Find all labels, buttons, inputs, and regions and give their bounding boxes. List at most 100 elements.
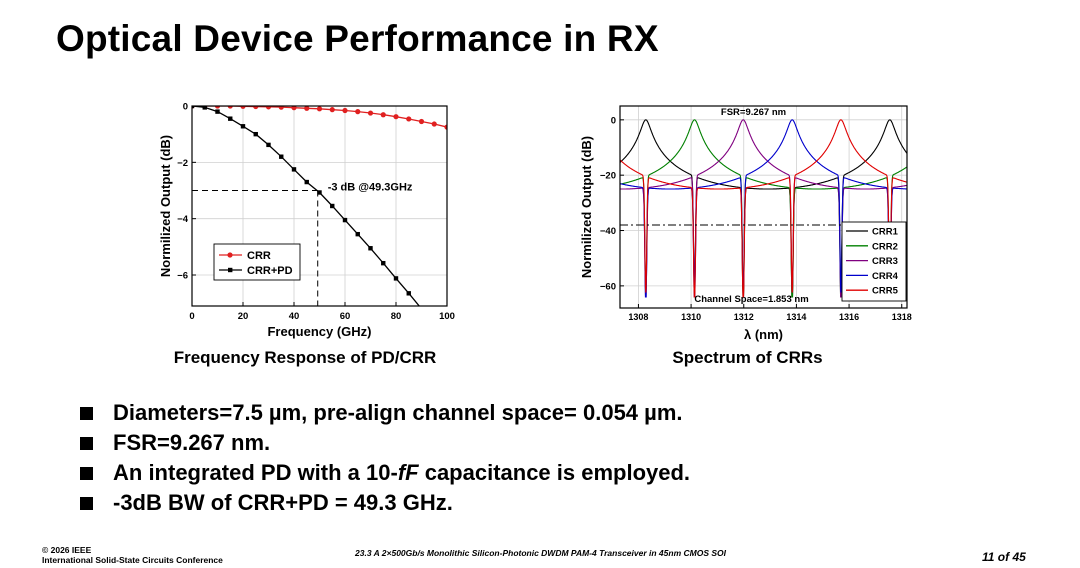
series-line-crr4: [620, 119, 907, 298]
bullet-list: Diameters=7.5 µm, pre-align channel spac…: [80, 398, 690, 518]
legend-marker: [228, 267, 233, 273]
bullet-text-pre: FSR=9.267 nm.: [113, 430, 271, 455]
data-point-crr-pd: [202, 106, 207, 110]
data-point-crr: [380, 112, 386, 118]
footer-page-number: 11 of 45: [982, 550, 1026, 564]
legend-label: CRR5: [872, 286, 899, 297]
data-point-crr-pd: [192, 106, 195, 109]
legend-label: CRR+PD: [247, 265, 293, 277]
bullet-text-post: capacitance is employed.: [418, 460, 691, 485]
spectrum-chart: 1308 1310 1312 1314 1316 1318 0 −20 −40 −60 λ (nm)…: [575, 92, 925, 342]
data-point-crr: [240, 106, 246, 109]
footer-left: © 2026 IEEE International Solid-State Ci…: [42, 545, 223, 565]
data-point-crr: [265, 106, 272, 110]
caption-frequency-response: Frequency Response of PD/CRR: [173, 348, 437, 367]
legend-label: CRR1: [872, 227, 899, 238]
data-point-crr: [444, 124, 447, 130]
y-tick-label: 0: [611, 115, 616, 126]
data-point-crr: [342, 107, 348, 114]
footer-paper-title: 23.3 A 2×500Gb/s Monolithic Silicon-Phot…: [355, 548, 727, 558]
data-point-crr-pd: [291, 167, 297, 172]
y-tick-label: −60: [600, 281, 616, 292]
series-line-crr5: [620, 119, 907, 298]
data-point-crr-pd: [266, 142, 271, 148]
data-point-crr-pd: [393, 276, 399, 281]
footer-conference: International Solid-State Circuits Confe…: [42, 555, 223, 565]
y-axis-label: Normilized Output (dB): [158, 135, 173, 277]
data-point-crr-pd: [253, 131, 258, 137]
data-point-crr: [367, 110, 374, 116]
data-point-crr-pd: [419, 307, 423, 311]
data-point-crr-pd: [406, 291, 411, 296]
data-point-crr: [431, 121, 437, 127]
square-bullet-icon: [80, 467, 93, 480]
x-axis-label: λ (nm): [744, 327, 783, 342]
data-point-crr-pd: [330, 203, 335, 209]
x-tick-label: 1312: [734, 312, 754, 322]
data-point-crr: [329, 107, 335, 113]
square-bullet-icon: [80, 497, 93, 510]
footer-copyright: © 2026 IEEE: [42, 545, 92, 555]
bullet-text-pre: Diameters=7.5 µm, pre-align channel spac…: [113, 400, 683, 425]
data-point-crr: [291, 106, 297, 111]
data-point-crr: [355, 109, 361, 115]
series-group: [620, 119, 907, 298]
x-tick-label: 20: [238, 311, 249, 322]
spectrum-svg: 1308 1310 1312 1314 1316 1318 0 −20 −40 −60 λ (nm)…: [579, 105, 912, 342]
data-point-crr: [214, 106, 221, 109]
x-tick-label: 60: [340, 311, 351, 322]
frequency-response-svg: 0 20 40 60 80 100 0 −2 −4 −6 Frequency (GHz) Normil…: [158, 102, 455, 342]
series-line-crr2: [620, 119, 907, 298]
y-axis-label: Normilized Output (dB): [579, 136, 594, 278]
frequency-response-chart: 0 20 40 60 80 100 0 −2 −4 −6 Frequency (GHz) Normil…: [150, 92, 460, 342]
annotation-fsr: FSR=9.267 nm: [721, 107, 786, 118]
data-point-crr-pd: [279, 154, 284, 159]
data-point-crr-pd: [240, 124, 246, 129]
legend-box: [213, 243, 301, 281]
data-point-crr-pd: [432, 322, 436, 326]
bullet-item: Diameters=7.5 µm, pre-align channel spac…: [80, 398, 690, 428]
series-line-crr-pd: [192, 106, 421, 306]
data-point-crr: [418, 118, 425, 125]
data-point-crr: [278, 106, 284, 110]
legend-label: CRR3: [872, 256, 898, 267]
x-tick-label: 80: [391, 311, 402, 322]
y-tick-label: −4: [177, 214, 189, 225]
annotation-minus-3db: -3 dB @49.3GHz: [328, 182, 413, 194]
series-group: [192, 106, 449, 342]
x-axis-label: Frequency (GHz): [267, 324, 371, 339]
y-tick-label: −2: [177, 158, 188, 169]
data-point-crr-pd: [317, 190, 322, 195]
plot-frame: [191, 105, 448, 307]
data-point-crr-pd: [445, 338, 449, 342]
bullet-item: An integrated PD with a 10-fF capacitanc…: [80, 458, 690, 488]
x-tick-label: 0: [189, 311, 194, 322]
x-tick-label: 1318: [892, 312, 912, 322]
bullet-item: FSR=9.267 nm.: [80, 428, 690, 458]
legend-label: CRR: [247, 250, 271, 262]
y-tick-label: −40: [600, 226, 616, 237]
y-tick-label: −20: [600, 171, 616, 182]
data-point-crr-pd: [381, 260, 386, 266]
data-point-crr-pd: [215, 109, 220, 114]
x-tick-label: 1310: [681, 312, 701, 322]
data-point-crr-pd: [368, 246, 373, 251]
bullet-item: -3dB BW of CRR+PD = 49.3 GHz.: [80, 488, 690, 518]
data-point-crr: [316, 106, 323, 112]
data-point-crr-pd: [355, 231, 360, 237]
legend-label: CRR4: [872, 271, 899, 282]
square-bullet-icon: [80, 407, 93, 420]
x-tick-label: 40: [289, 311, 300, 322]
legend-label: CRR2: [872, 241, 898, 252]
legend-box: [841, 221, 907, 302]
bullet-text-pre: -3dB BW of CRR+PD = 49.3 GHz.: [113, 490, 453, 515]
series-line-crr1: [620, 119, 907, 298]
data-point-crr-pd: [304, 179, 309, 185]
data-point-crr: [253, 106, 259, 110]
data-point-crr-pd: [228, 116, 233, 121]
data-point-crr: [227, 106, 233, 109]
data-point-crr: [304, 106, 310, 111]
bullet-text-italic: fF: [397, 460, 419, 485]
square-bullet-icon: [80, 437, 93, 450]
data-point-crr: [393, 114, 399, 120]
